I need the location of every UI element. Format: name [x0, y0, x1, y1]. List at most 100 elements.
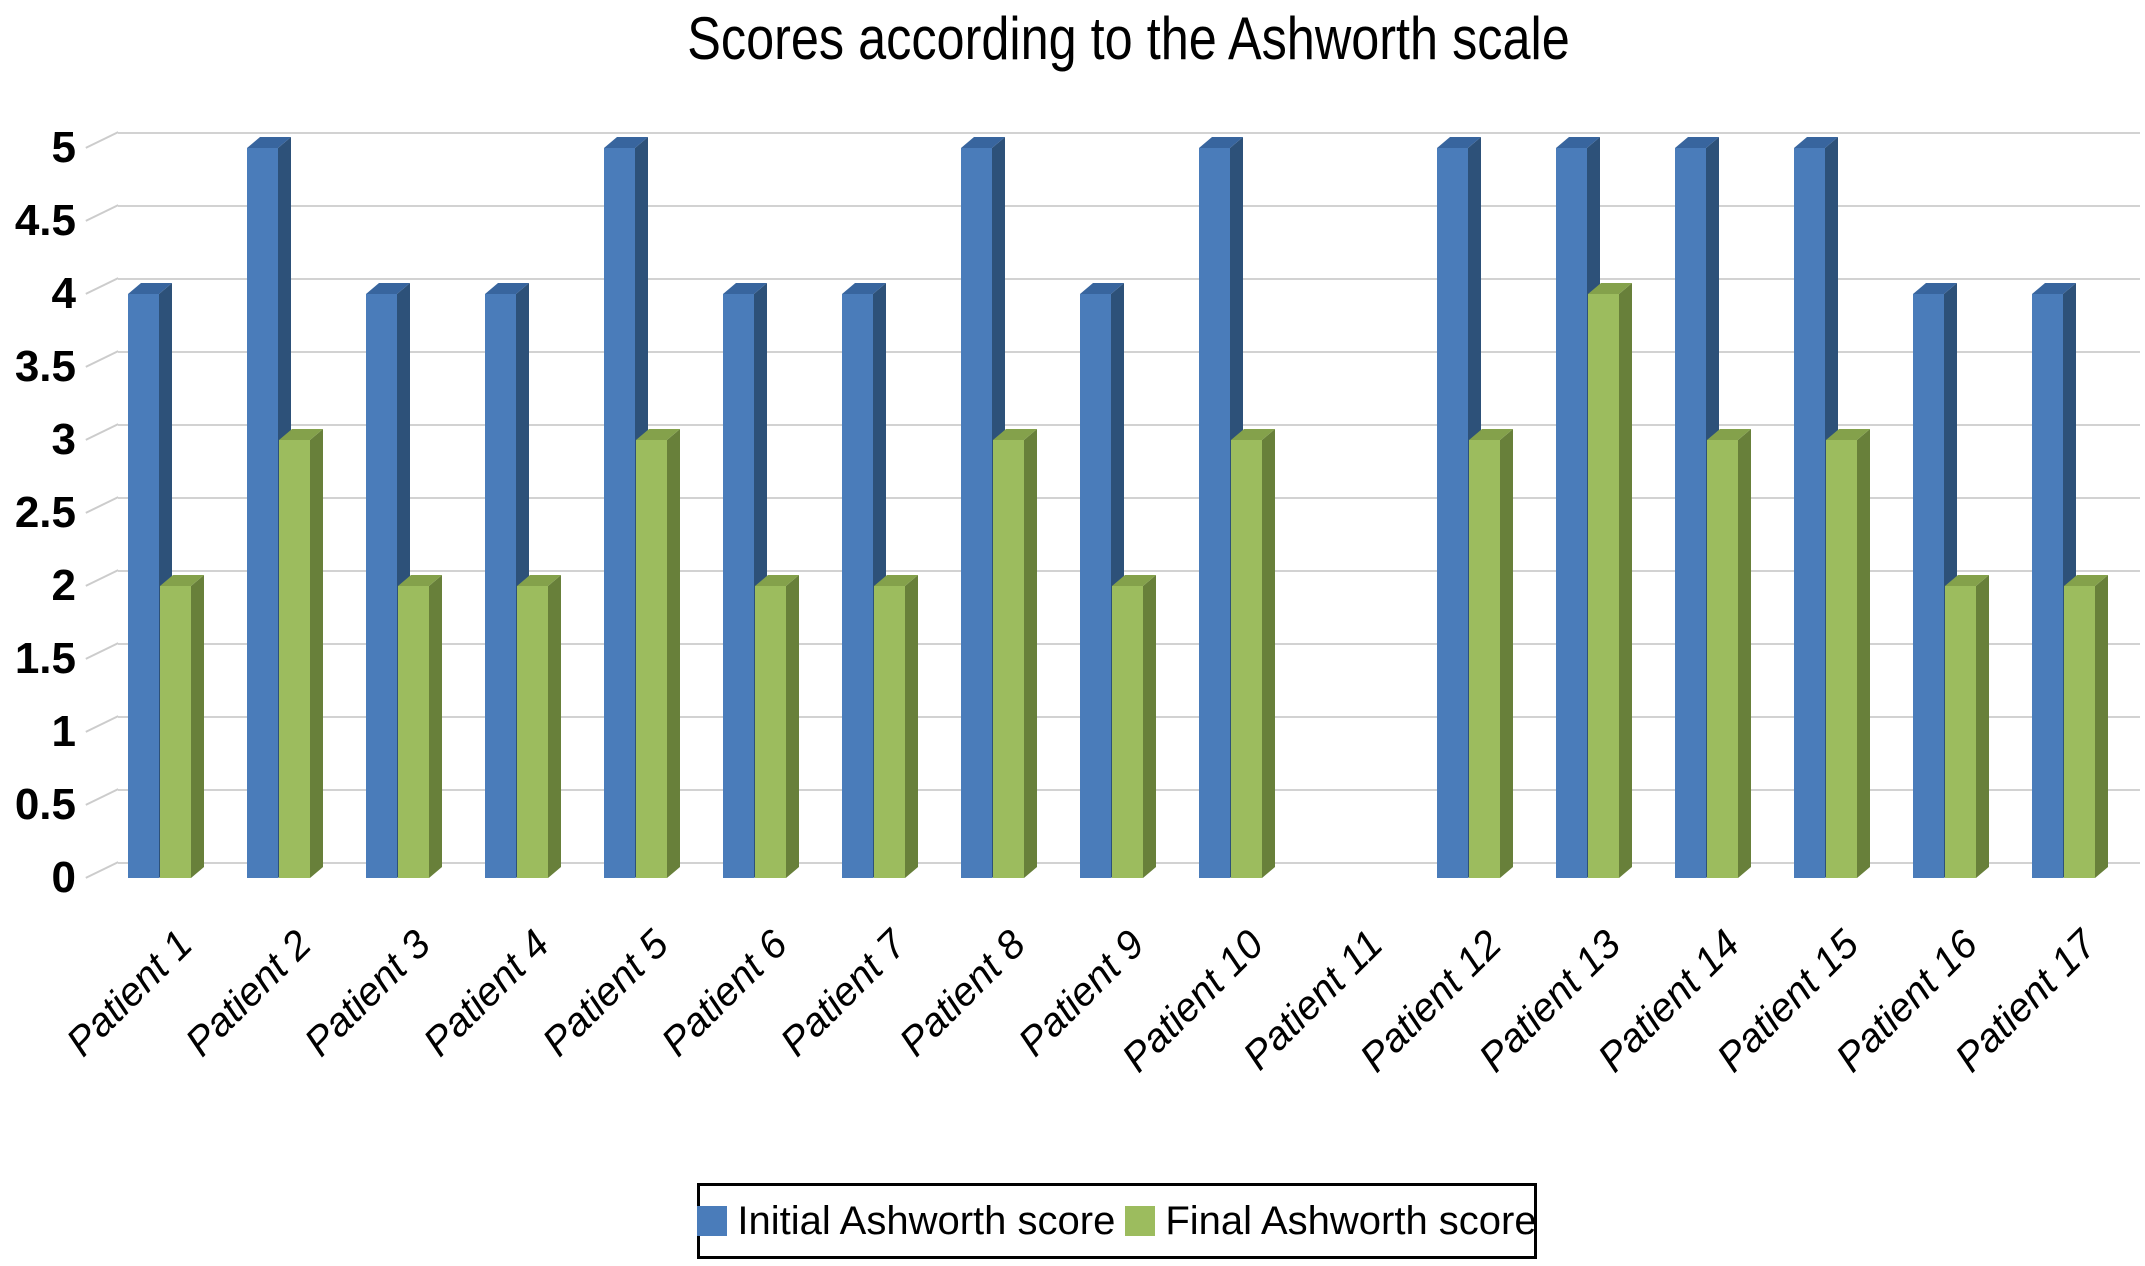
x-axis-label-patient-4: Patient 4: [415, 922, 559, 1065]
bar-face: [310, 429, 323, 878]
bar-face: [485, 294, 516, 878]
bar-face: [1080, 283, 1124, 294]
gridline: [118, 351, 2140, 353]
bar-face: [2064, 575, 2108, 586]
axis-tick: [85, 642, 119, 660]
bar-face: [1143, 575, 1156, 878]
bar-face: [2064, 586, 2095, 878]
bar-face: [1199, 148, 1230, 878]
bar-face: [366, 294, 397, 878]
legend: Initial Ashworth score Final Ashworth sc…: [697, 1183, 1537, 1259]
bar-face: [1556, 137, 1600, 148]
bar-face: [636, 440, 667, 878]
bar-final-patient-10: [1231, 429, 1275, 878]
bar-face: [128, 283, 172, 294]
bar-face: [398, 575, 442, 586]
bar-final-patient-13: [1588, 283, 1632, 878]
bar-face: [1675, 148, 1706, 878]
y-axis-tick-label: 3.5: [14, 342, 76, 391]
bar-face: [636, 429, 680, 440]
bar-face: [1619, 283, 1632, 878]
bar-face: [667, 429, 680, 878]
bar-face: [279, 429, 323, 440]
bar-face: [2095, 575, 2108, 878]
axis-tick: [85, 788, 119, 806]
bar-face: [517, 575, 561, 586]
bar-face: [160, 575, 204, 586]
gridline: [118, 205, 2140, 207]
bar-face: [517, 586, 548, 878]
bar-face: [1913, 283, 1957, 294]
bar-face: [786, 575, 799, 878]
bar-face: [429, 575, 442, 878]
bar-face: [247, 137, 291, 148]
bar-face: [1976, 575, 1989, 878]
bar-face: [993, 429, 1037, 440]
bar-face: [1857, 429, 1870, 878]
bar-final-patient-2: [279, 429, 323, 878]
bar-final-patient-9: [1112, 575, 1156, 878]
legend-swatch-final: [1125, 1206, 1156, 1236]
bar-face: [548, 575, 561, 878]
bar-face: [961, 148, 992, 878]
bar-face: [1675, 137, 1719, 148]
bar-face: [874, 586, 905, 878]
bar-final-patient-14: [1707, 429, 1751, 878]
bar-face: [191, 575, 204, 878]
bar-face: [1437, 148, 1468, 878]
y-axis-tick-label: 3: [51, 415, 76, 464]
bar-face: [1738, 429, 1751, 878]
bar-face: [905, 575, 918, 878]
bar-face: [993, 440, 1024, 878]
bar-face: [1588, 283, 1632, 294]
y-axis-tick-label: 1.5: [14, 634, 76, 683]
y-axis-tick-label: 0: [51, 853, 76, 902]
x-axis-label-patient-1: Patient 1: [58, 922, 202, 1065]
bar-face: [1826, 440, 1857, 878]
bar-final-patient-17: [2064, 575, 2108, 878]
y-axis-tick-label: 4.5: [14, 196, 76, 245]
x-axis-label-patient-6: Patient 6: [653, 922, 797, 1065]
x-axis-label-patient-2: Patient 2: [177, 922, 321, 1065]
x-axis-label-patient-3: Patient 3: [296, 922, 440, 1065]
bar-face: [755, 575, 799, 586]
bar-final-patient-8: [993, 429, 1037, 878]
bar-face: [1112, 586, 1143, 878]
bar-face: [1469, 429, 1513, 440]
gridline: [118, 132, 2140, 134]
bar-face: [723, 294, 754, 878]
bar-face: [485, 283, 529, 294]
bar-face: [398, 586, 429, 878]
y-axis-tick-label: 2: [51, 561, 76, 610]
x-axis-label-patient-5: Patient 5: [534, 922, 678, 1065]
x-axis-label-patient-8: Patient 8: [891, 922, 1035, 1065]
gridline: [118, 570, 2140, 572]
x-axis-label-patient-7: Patient 7: [772, 922, 916, 1065]
bar-final-patient-7: [874, 575, 918, 878]
bar-face: [1262, 429, 1275, 878]
bar-face: [842, 283, 886, 294]
bar-face: [1199, 137, 1243, 148]
legend-label-initial: Initial Ashworth score: [737, 1198, 1116, 1243]
bar-face: [128, 294, 159, 878]
y-axis-tick-label: 0.5: [14, 780, 76, 829]
bar-face: [1913, 294, 1944, 878]
axis-tick: [85, 569, 119, 587]
gridline: [118, 497, 2140, 499]
bar-face: [1080, 294, 1111, 878]
axis-tick: [85, 131, 119, 149]
bar-final-patient-3: [398, 575, 442, 878]
bar-face: [604, 148, 635, 878]
bar-final-patient-16: [1945, 575, 1989, 878]
bar-face: [1556, 148, 1587, 878]
axis-tick: [85, 861, 119, 879]
axis-tick: [85, 496, 119, 514]
bar-face: [1231, 440, 1262, 878]
bar-face: [2032, 283, 2076, 294]
bar-face: [1945, 586, 1976, 878]
bar-final-patient-5: [636, 429, 680, 878]
bar-face: [1112, 575, 1156, 586]
bar-face: [160, 586, 191, 878]
